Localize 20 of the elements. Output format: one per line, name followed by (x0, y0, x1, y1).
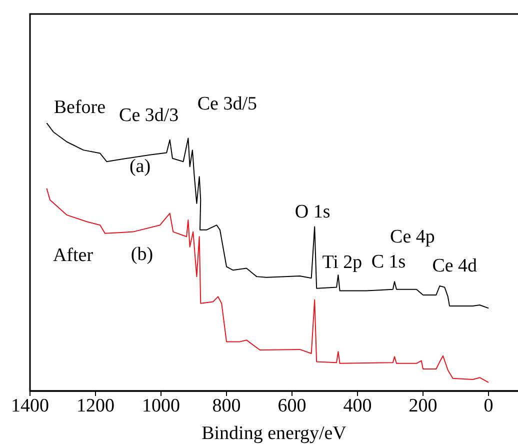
x-axis-title: Binding energy/eV (202, 423, 347, 444)
x-tick-label: 1200 (76, 395, 115, 416)
x-tick-label: 400 (343, 395, 372, 416)
annotation: O 1s (294, 202, 330, 223)
x-tick-label: 600 (278, 395, 306, 416)
annotation: Ce 3d/3 (119, 104, 179, 126)
annotation: (a) (129, 156, 151, 177)
annotation: After (52, 245, 94, 266)
annotation: C 1s (371, 252, 406, 273)
x-tick-label: 0 (484, 395, 494, 416)
annotation: Before (54, 97, 106, 118)
annotation: Ti 2p (322, 252, 362, 273)
annotation: (b) (130, 244, 154, 265)
annotation: Ce 4d (432, 255, 478, 276)
x-tick-label: 1000 (142, 395, 180, 416)
annotation: Ce 3d/5 (197, 93, 258, 114)
annotation: Ce 4p (390, 226, 435, 248)
x-tick-label: 800 (212, 395, 241, 416)
x-tick-label: 1400 (11, 395, 49, 416)
x-tick-label: 200 (408, 395, 438, 416)
